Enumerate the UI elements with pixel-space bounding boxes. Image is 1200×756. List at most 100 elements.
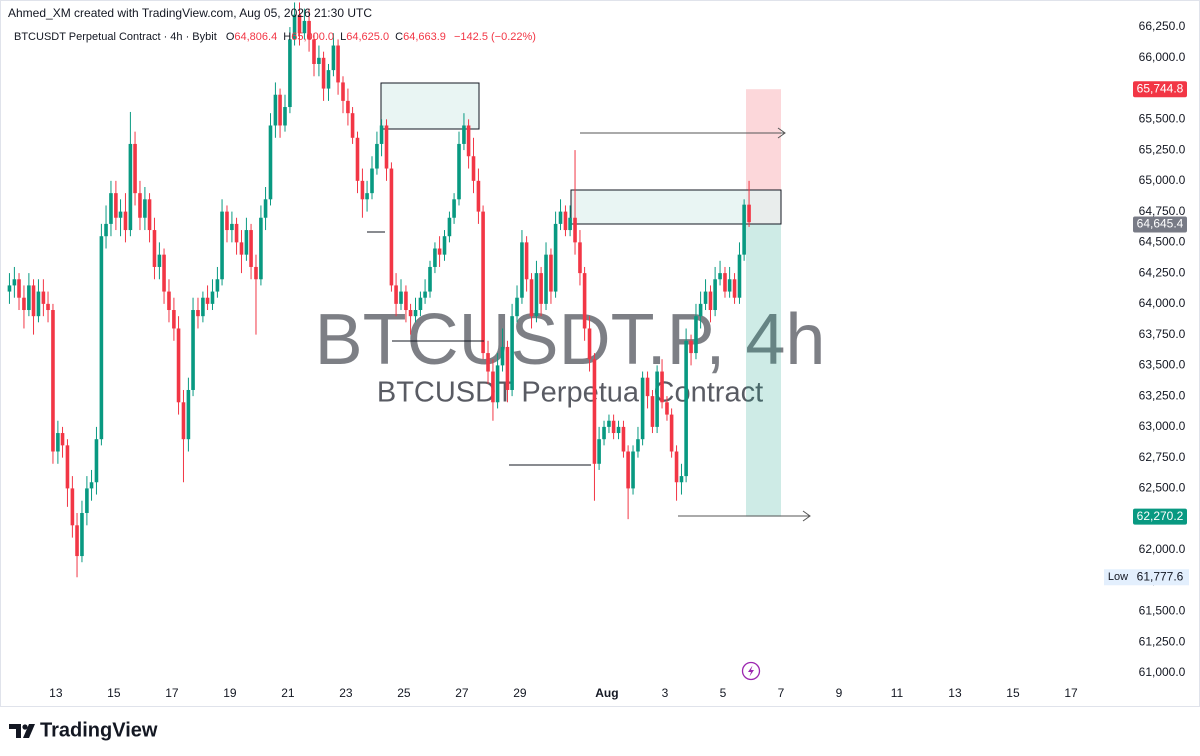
candle-body xyxy=(51,310,55,452)
candle-body xyxy=(389,168,394,286)
candle-body xyxy=(109,193,113,224)
candle-body xyxy=(157,254,162,267)
candle-body xyxy=(727,279,732,292)
candle-body xyxy=(428,266,432,292)
candle-body xyxy=(65,445,70,489)
candle-body xyxy=(423,291,427,298)
candle-body xyxy=(143,199,147,218)
candle-body xyxy=(297,14,302,34)
candle-body xyxy=(568,217,572,231)
candle-body xyxy=(640,377,645,440)
y-tick-label: 62,000.0 xyxy=(1139,542,1186,556)
candle-body xyxy=(321,57,326,89)
candle-body xyxy=(263,199,268,218)
candle-body xyxy=(553,223,558,292)
candle-body xyxy=(544,254,548,304)
candle-body xyxy=(80,513,84,557)
logo-mark xyxy=(9,724,21,738)
candle-body xyxy=(244,230,249,255)
candle-body xyxy=(742,204,746,255)
candle-body xyxy=(379,125,384,144)
candle-body xyxy=(558,211,563,224)
candle-body xyxy=(268,125,273,200)
candle-body xyxy=(360,180,365,200)
y-tick-label: 63,750.0 xyxy=(1139,327,1186,341)
candle-body xyxy=(205,297,210,304)
candle-body xyxy=(234,223,239,243)
candle-body xyxy=(186,389,191,440)
candle-body xyxy=(259,217,263,280)
candle-body xyxy=(549,254,553,292)
candle-body xyxy=(56,433,60,452)
candle-body xyxy=(689,340,693,354)
candle-body xyxy=(312,39,316,64)
ohlc-value: 64,625.0 xyxy=(346,31,389,43)
candle-body xyxy=(462,125,466,144)
candle-body xyxy=(723,273,727,292)
candle-body xyxy=(563,211,568,231)
candle-body xyxy=(597,439,601,464)
candle-body xyxy=(331,45,336,71)
candle-body xyxy=(703,291,708,304)
candle-body xyxy=(123,211,128,231)
candle-body xyxy=(452,199,456,218)
x-tick-label: 13 xyxy=(948,686,962,700)
candle-body xyxy=(433,248,437,267)
candle-body xyxy=(679,476,684,483)
footer-brand: TradingView xyxy=(40,719,158,741)
x-tick-label: 15 xyxy=(107,686,121,700)
event-icon-bolt xyxy=(748,665,754,677)
candle-body xyxy=(510,316,514,390)
candle-body xyxy=(350,113,355,138)
candle-body xyxy=(346,100,350,114)
candle-body xyxy=(694,316,698,354)
candle-body xyxy=(70,488,75,526)
candle-body xyxy=(152,230,157,267)
candle-body xyxy=(118,211,123,218)
candle-body xyxy=(99,236,104,440)
candle-body xyxy=(114,193,118,218)
x-tick-label: 9 xyxy=(836,686,843,700)
candle-body xyxy=(505,346,510,390)
candle-body xyxy=(399,291,403,304)
change: −142.5 (−0.22%) xyxy=(454,31,536,43)
candle-body xyxy=(524,242,529,280)
candle-body xyxy=(660,371,664,403)
x-tick-label: 7 xyxy=(778,686,785,700)
candle-body xyxy=(631,451,635,489)
candle-body xyxy=(457,143,461,200)
candle-body xyxy=(85,488,89,514)
x-tick-label: 21 xyxy=(281,686,295,700)
candle-body xyxy=(495,365,500,403)
candle-body xyxy=(442,236,447,255)
candle-body xyxy=(447,217,452,237)
candle-body xyxy=(375,143,379,169)
candle-body xyxy=(172,310,176,329)
x-tick-label: 17 xyxy=(1064,686,1078,700)
y-tick-label: 64,750.0 xyxy=(1139,204,1186,218)
candle-body xyxy=(307,20,311,40)
symbol: BTCUSDT Perpetual Contract · 4h · Bybit xyxy=(14,31,217,43)
y-tick-label: 66,250.0 xyxy=(1139,19,1186,33)
y-tick-label: 63,500.0 xyxy=(1139,358,1186,372)
y-tick-label: 64,000.0 xyxy=(1139,296,1186,310)
y-tick-label: 62,750.0 xyxy=(1139,450,1186,464)
candle-body xyxy=(41,291,46,304)
candle-body xyxy=(128,143,133,231)
candle-body xyxy=(500,346,505,366)
x-tick-label: 3 xyxy=(662,686,669,700)
x-tick-label: 25 xyxy=(397,686,411,700)
candle-body xyxy=(684,340,688,477)
price-label-box xyxy=(1133,216,1187,233)
candle-body xyxy=(418,297,423,311)
candle-body xyxy=(718,273,722,280)
price-label-box xyxy=(1133,508,1187,525)
ohlc-value: 65,000.0 xyxy=(291,31,334,43)
watermark-symbol: BTCUSDT.P, 4h xyxy=(315,300,826,380)
y-tick-label: 61,000.0 xyxy=(1139,665,1186,679)
y-tick-label: 64,250.0 xyxy=(1139,265,1186,279)
candle-body xyxy=(573,217,577,243)
candle-body xyxy=(365,193,369,200)
candle-body xyxy=(31,285,36,317)
